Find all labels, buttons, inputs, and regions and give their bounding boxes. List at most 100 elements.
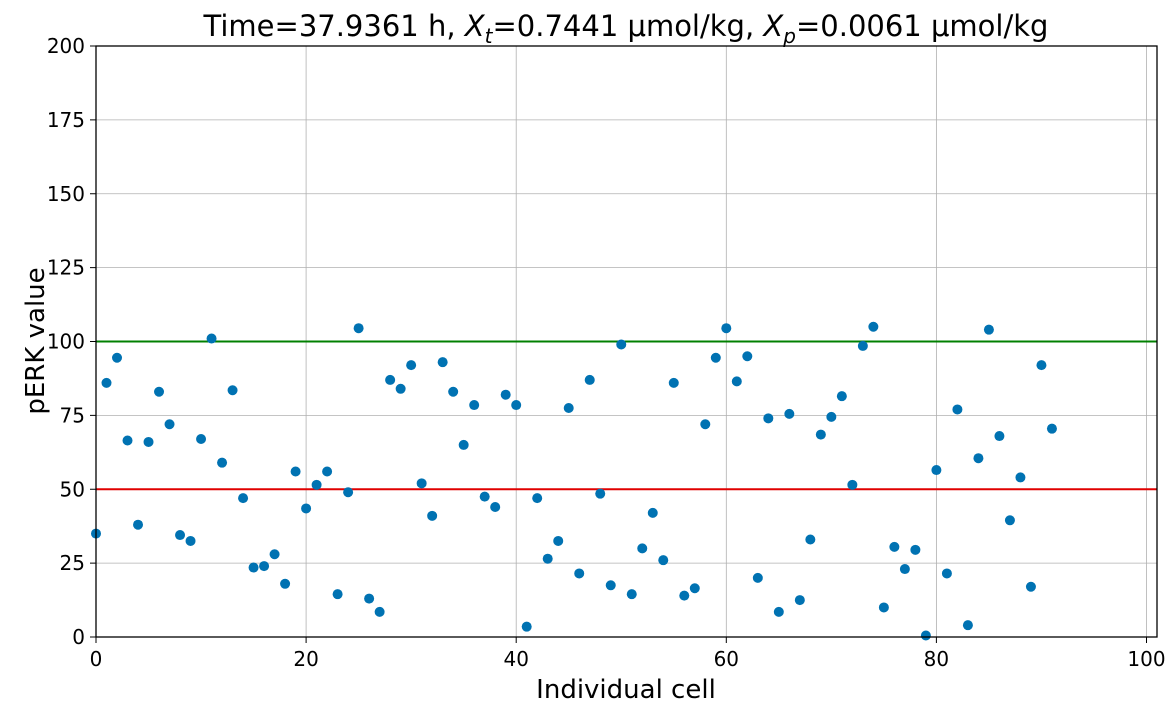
y-tick-label: 75	[60, 403, 85, 427]
data-point	[983, 324, 994, 335]
data-point	[353, 323, 364, 334]
x-tick-label: 20	[293, 647, 318, 671]
data-point	[385, 374, 396, 385]
data-point	[311, 479, 322, 490]
data-point	[679, 590, 690, 601]
data-point	[343, 487, 354, 498]
x-tick-label: 40	[503, 647, 528, 671]
data-point	[626, 589, 637, 600]
data-point	[1015, 472, 1026, 483]
data-point	[133, 519, 144, 530]
data-point	[1004, 515, 1015, 526]
data-point	[175, 530, 186, 541]
data-point	[437, 357, 448, 368]
data-point	[952, 404, 963, 415]
y-tick-label: 125	[47, 256, 85, 280]
data-point	[721, 323, 732, 334]
data-point	[962, 620, 973, 631]
data-point	[374, 606, 385, 617]
data-point	[689, 583, 700, 594]
data-point	[595, 488, 606, 499]
x-tick-label: 60	[714, 647, 739, 671]
data-point	[763, 413, 774, 424]
data-point	[332, 589, 343, 600]
data-point	[553, 535, 564, 546]
data-point	[857, 340, 868, 351]
data-point	[826, 411, 837, 422]
data-point	[406, 360, 417, 371]
data-point	[154, 386, 165, 397]
x-axis-label: Individual cell	[536, 675, 716, 705]
y-tick-label: 25	[60, 551, 85, 575]
data-point	[794, 595, 805, 606]
y-tick-label: 200	[47, 34, 85, 58]
data-point	[395, 383, 406, 394]
data-points	[91, 321, 1057, 641]
data-point	[815, 429, 826, 440]
data-point	[805, 534, 816, 545]
data-point	[1046, 423, 1057, 434]
x-axis-ticks: 0 20 40 60 80 100	[90, 637, 1166, 671]
data-point	[605, 580, 616, 591]
data-point	[836, 391, 847, 402]
data-point	[112, 352, 123, 363]
data-point	[532, 493, 543, 504]
data-point	[427, 510, 438, 521]
data-point	[269, 549, 280, 560]
data-point	[479, 491, 490, 502]
data-point	[752, 572, 763, 583]
data-point	[238, 493, 249, 504]
data-point	[301, 503, 312, 514]
data-point	[742, 351, 753, 362]
data-point	[889, 541, 900, 552]
data-point	[584, 374, 595, 385]
data-point	[563, 402, 574, 413]
data-point	[941, 568, 952, 579]
data-point	[637, 543, 648, 554]
data-point	[227, 385, 238, 396]
data-point	[448, 386, 459, 397]
data-point	[542, 553, 553, 564]
data-point	[248, 562, 259, 573]
data-point	[122, 435, 133, 446]
data-point	[1025, 581, 1036, 592]
chart-title: Time=37.9361 h, Xt=0.7441 μmol/kg, Xp=0.…	[203, 9, 1049, 48]
y-axis-ticks: 0 25 50 75 100 125 150 175 200	[47, 34, 96, 649]
data-point	[469, 400, 480, 411]
data-point	[500, 389, 511, 400]
data-point	[920, 630, 931, 641]
y-axis-label: pERK value	[21, 267, 51, 414]
data-point	[731, 376, 742, 387]
data-point	[101, 377, 112, 388]
data-point	[668, 377, 679, 388]
y-tick-label: 175	[47, 108, 85, 132]
data-point	[973, 453, 984, 464]
y-tick-label: 100	[47, 330, 85, 354]
data-point	[416, 478, 427, 489]
data-point	[490, 501, 501, 512]
data-point	[206, 333, 217, 344]
data-point	[322, 466, 333, 477]
data-point	[196, 434, 207, 445]
data-point	[784, 408, 795, 419]
x-tick-label: 0	[90, 647, 103, 671]
data-point	[1036, 360, 1047, 371]
data-point	[868, 321, 879, 332]
data-point	[773, 606, 784, 617]
data-point	[217, 457, 228, 468]
data-point	[259, 561, 270, 572]
data-point	[700, 419, 711, 430]
data-point	[143, 436, 154, 447]
data-point	[290, 466, 301, 477]
data-point	[910, 544, 921, 555]
y-tick-label: 0	[72, 625, 85, 649]
data-point	[899, 564, 910, 575]
reference-lines	[96, 340, 1157, 491]
data-point	[878, 602, 889, 613]
data-point	[931, 465, 942, 476]
data-point	[164, 419, 175, 430]
data-point	[847, 479, 858, 490]
x-tick-label: 80	[924, 647, 949, 671]
